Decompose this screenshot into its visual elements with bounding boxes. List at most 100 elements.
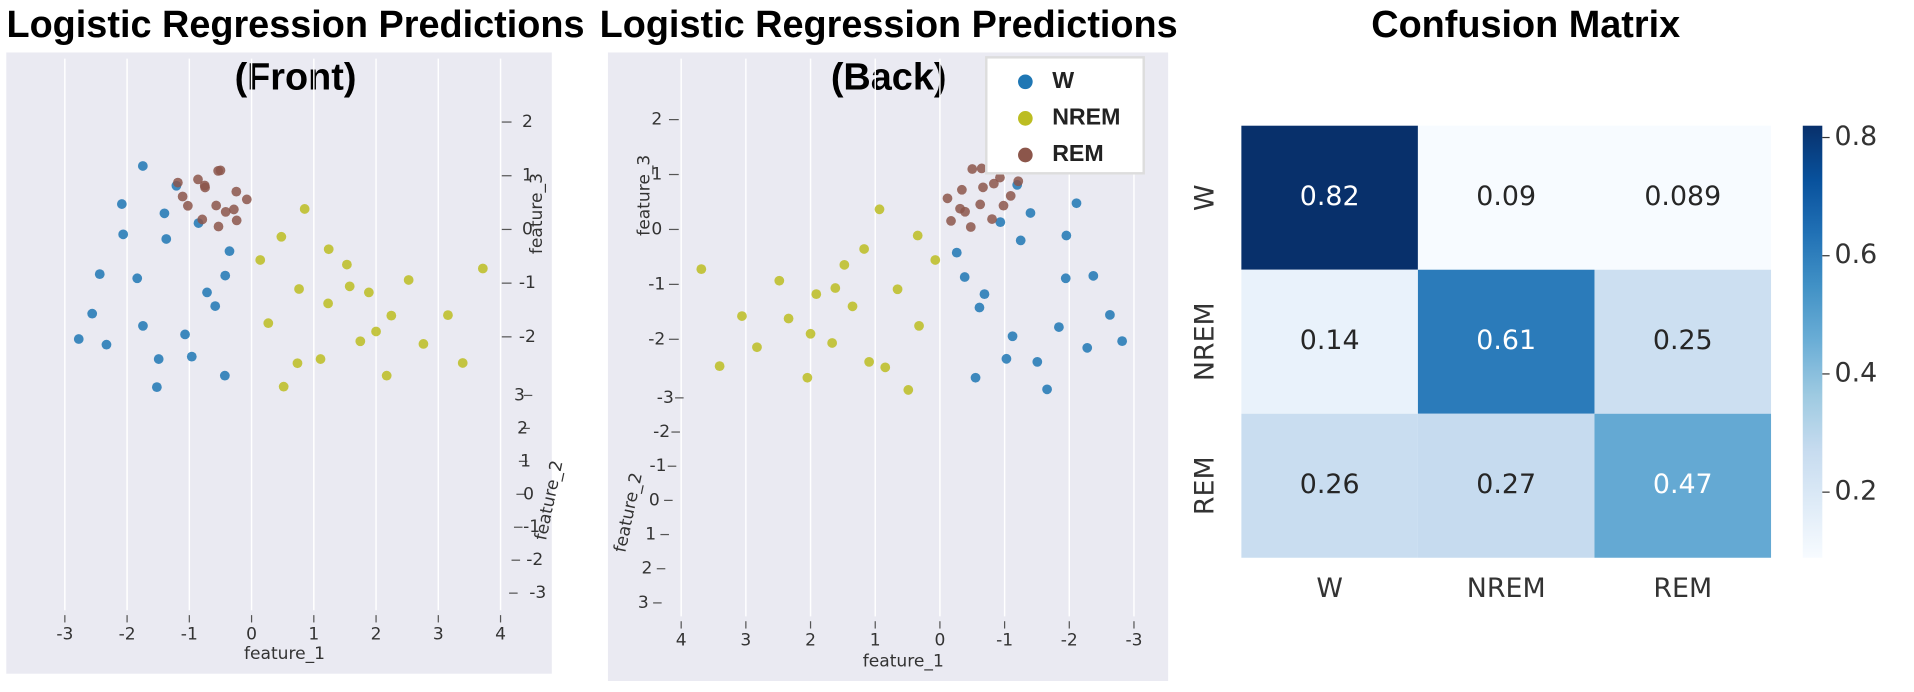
point [241,194,252,205]
x-tick-label: -3 [1125,631,1142,651]
z-tick-label: -1 [519,273,536,293]
heatmap-cell [1594,125,1772,270]
point [342,259,352,270]
point [186,351,197,362]
colorbar [1802,125,1823,558]
point [1001,353,1012,364]
point [73,334,84,344]
x-tick-label: 2 [805,631,816,651]
y-tick-label: 1 [520,451,531,471]
point [263,318,274,329]
point [1013,176,1024,187]
point [1071,198,1082,209]
point [276,231,287,242]
heatmap-cell [1594,269,1772,414]
point [182,200,193,211]
point [830,283,841,293]
chart-title: Logistic Regression Predictions [6,4,584,46]
y-tick-label: 0 [523,484,534,504]
point [959,272,970,282]
x-tick-label: W [1316,573,1343,604]
point [979,289,990,300]
point [153,354,164,364]
point [151,382,162,393]
chart-subtitle: (Back) [831,56,947,98]
y-tick-label: 2 [642,559,653,579]
x-tick-label: 1 [870,631,881,651]
point [930,255,941,265]
point [874,204,885,215]
point [696,264,707,274]
point [946,216,956,226]
heatmap-cell [1417,125,1595,270]
front-pane [6,52,552,674]
point [827,338,838,348]
z-tick-label: 1 [522,166,533,186]
point [1061,230,1072,241]
legend-marker [1018,111,1033,126]
point [197,214,208,225]
cell-label: 0.27 [1476,469,1536,500]
point [403,275,414,285]
y-tick-label: -1 [649,456,666,476]
point [914,320,924,331]
heatmap-cell [1417,269,1595,414]
point [975,199,986,210]
point [231,215,242,226]
point [94,269,105,279]
point [988,178,999,189]
point [955,203,965,214]
point [1005,191,1016,201]
legend-label: REM [1052,140,1104,166]
point [1105,309,1115,320]
point [976,163,987,174]
point [1007,331,1018,342]
z-tick-label: 1 [651,165,662,185]
point [363,287,374,298]
point [998,200,1009,211]
point [839,259,850,270]
point [220,270,231,281]
y-tick-label: REM [1189,456,1220,515]
point [970,372,981,383]
x-axis-label: feature_1 [244,644,325,664]
y-tick-label: 0 [649,490,660,510]
point [714,361,725,372]
colorbar-tick-label: 0.2 [1835,476,1878,507]
cell-label: 0.25 [1653,325,1713,356]
point [315,354,326,364]
point [805,328,816,339]
x-tick-label: -2 [119,625,136,645]
x-tick-label: 0 [246,625,257,645]
point [880,362,891,373]
point [323,244,334,255]
heatmap-cell [1241,413,1418,558]
chart-subtitle: (Front) [235,56,357,98]
cell-label: 0.09 [1476,181,1536,212]
cell-label: 0.089 [1644,181,1721,212]
point [292,358,303,369]
point [1082,342,1093,353]
point [213,165,224,176]
point [951,247,962,258]
point [132,273,143,284]
z-tick-label: 0 [522,219,533,239]
point [1025,208,1036,218]
z-tick-label: -2 [519,327,536,347]
point [1054,322,1064,332]
cell-label: 0.82 [1300,181,1360,212]
point [995,172,1005,183]
point [1032,356,1043,367]
y-tick-label: 1 [645,525,656,545]
point [213,221,224,232]
x-tick-label: 4 [676,631,687,651]
point [457,358,468,368]
point [477,263,488,274]
point [892,284,903,295]
z-tick-label: -2 [648,329,665,349]
y-tick-label: -1 [523,517,540,537]
y-tick-label: -3 [657,388,674,408]
x-tick-label: 2 [371,625,382,645]
point [202,287,212,298]
point [811,289,822,300]
